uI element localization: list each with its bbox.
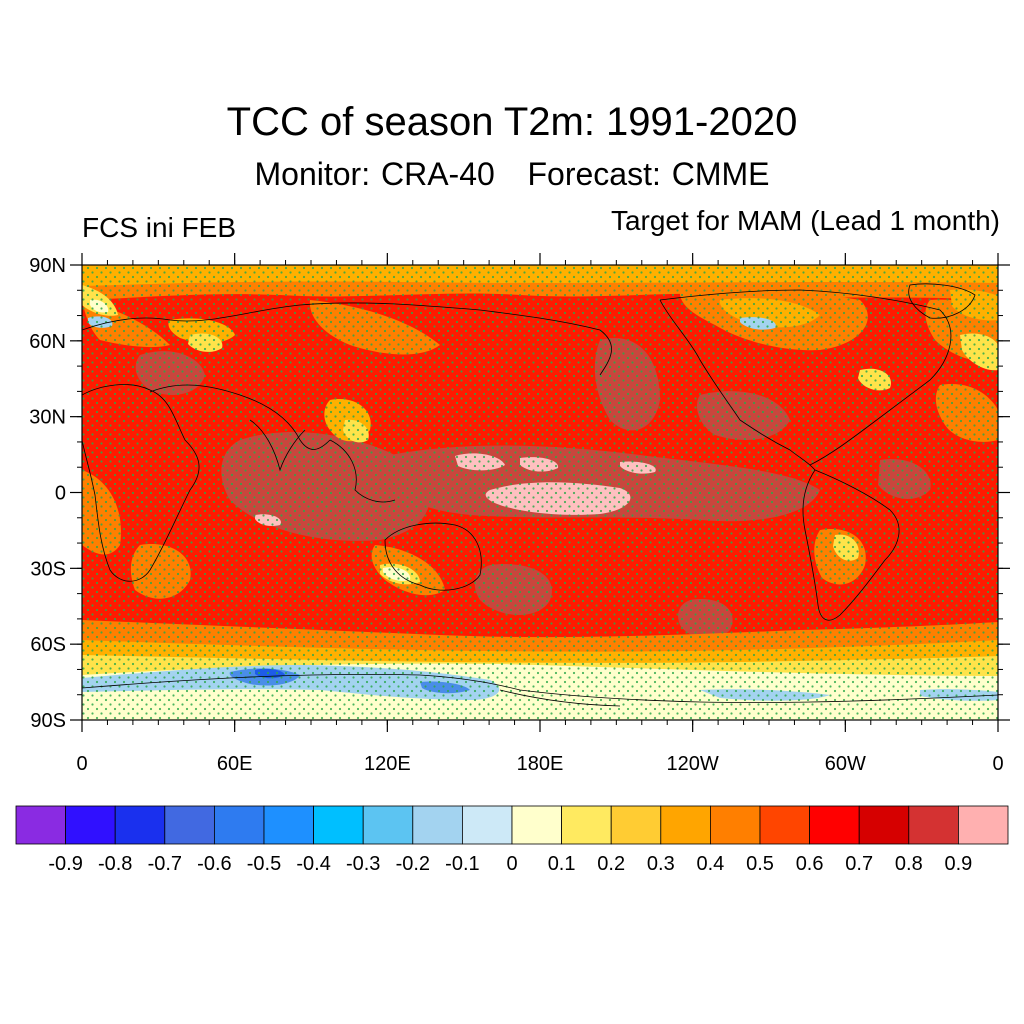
lat-tick-label: 0	[55, 483, 66, 505]
forecast-label: Forecast: CMME	[527, 156, 770, 192]
lon-tick-label: 120W	[667, 753, 719, 775]
colorbar-swatch	[164, 805, 215, 845]
colorbar-swatch	[412, 805, 463, 845]
target-season-label: Target for MAM (Lead 1 month)	[610, 205, 1000, 236]
lon-tick-label: 180E	[517, 753, 564, 775]
colorbar-swatch	[114, 805, 166, 845]
colorbar-swatch	[461, 805, 513, 845]
lat-tick-label: 60S	[30, 634, 66, 656]
colorbar-label: -0.1	[445, 853, 479, 875]
colorbar-swatch	[65, 805, 116, 845]
colorbar-swatch	[561, 805, 612, 845]
colorbar-label: -0.7	[148, 853, 182, 875]
colorbar-label: -0.2	[396, 853, 430, 875]
colorbar-label: 0.8	[895, 853, 923, 875]
colorbar-swatch	[610, 805, 662, 845]
colorbar-swatch	[362, 805, 414, 845]
colorbar-swatch	[660, 805, 711, 845]
colorbar-label: 0.3	[647, 853, 675, 875]
colorbar-swatch	[809, 805, 860, 845]
lat-tick-label: 30S	[30, 558, 66, 580]
colorbar-label: -0.4	[296, 853, 330, 875]
colorbar-swatch	[759, 805, 810, 845]
chart-title: TCC of season T2m: 1991-2020	[226, 100, 798, 144]
lon-tick-label: 0	[76, 753, 87, 775]
lon-tick-label: 120E	[364, 753, 411, 775]
correlation-field	[82, 265, 998, 720]
colorbar-swatch	[908, 805, 959, 845]
colorbar-label: 0.4	[696, 853, 724, 875]
colorbar-label: 0.5	[746, 853, 774, 875]
significance-stipple	[82, 265, 998, 720]
colorbar-swatch	[263, 805, 314, 845]
colorbar-swatch	[511, 805, 562, 845]
colorbar: -0.9 -0.8 -0.7 -0.6 -0.5 -0.4 -0.3 -0.2 -0.1 0 0.1…	[15, 805, 1009, 875]
colorbar-swatch	[858, 805, 910, 845]
colorbar-label: -0.8	[98, 853, 132, 875]
initialization-label: FCS ini FEB	[82, 212, 237, 243]
monitor-label: Monitor: CRA-40	[254, 156, 495, 192]
colorbar-label: -0.6	[197, 853, 231, 875]
lon-tick-label: 60E	[217, 753, 253, 775]
colorbar-label: -0.9	[48, 853, 82, 875]
lat-tick-label: 90N	[29, 255, 66, 277]
lon-tick-label: 0	[992, 753, 1003, 775]
colorbar-swatch	[213, 805, 265, 845]
colorbar-label: -0.3	[346, 853, 380, 875]
colorbar-swatch	[15, 805, 66, 845]
colorbar-label: 0.1	[548, 853, 576, 875]
colorbar-label: 0	[506, 853, 517, 875]
lat-tick-label: 60N	[29, 331, 66, 353]
lat-tick-label: 90S	[30, 710, 66, 732]
lon-tick-label: 60W	[825, 753, 866, 775]
colorbar-swatch	[710, 805, 761, 845]
colorbar-swatch	[958, 805, 1009, 845]
colorbar-label: 0.7	[845, 853, 873, 875]
colorbar-swatch	[313, 805, 364, 845]
colorbar-label: 0.6	[796, 853, 824, 875]
colorbar-label: -0.5	[247, 853, 281, 875]
coastlines	[82, 283, 998, 707]
colorbar-label: 0.9	[944, 853, 972, 875]
chart-subtitle: Monitor: CRA-40 Forecast: CMME	[0, 156, 1024, 193]
map-axes: 90N 60N 30N 0 30S 60S 90S 0 60E 120E 180E 120W 60W 0	[29, 253, 1010, 775]
colorbar-label: 0.2	[597, 853, 625, 875]
lat-tick-label: 30N	[29, 407, 66, 429]
